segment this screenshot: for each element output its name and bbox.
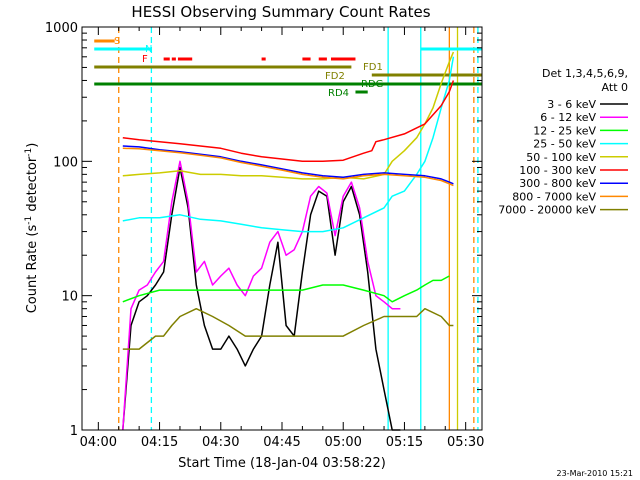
x-axis-ticks: 04:00 04:15 04:30 04:45 05:00 05:15 05:30: [80, 27, 484, 450]
series-line-6: [122, 145, 454, 185]
flag-label-fd2: FD2: [325, 71, 345, 82]
legend-label-6: 300 - 800 keV: [519, 177, 596, 190]
legend-label-0: 3 - 6 keV: [547, 98, 596, 111]
y-tick-label-0: 1: [70, 424, 78, 439]
y-axis-label-rest: detector: [25, 156, 40, 216]
legend-label-8: 7000 - 20000 keV: [498, 204, 596, 217]
y-axis-label: Count Rate (s-1 detector-1): [24, 143, 40, 314]
legend-header-line-1: Det 1,3,4,5,6,9,: [542, 67, 628, 80]
vertical-markers: [118, 27, 479, 430]
y-tick-label-2: 100: [53, 155, 78, 170]
series-lines: [122, 51, 455, 431]
flag-label-rdg: RDG: [361, 79, 383, 90]
x-tick-label-2: 04:30: [202, 435, 239, 450]
flag-label-fd1: FD1: [363, 62, 383, 73]
legend-label-3: 25 - 50 keV: [533, 138, 596, 151]
plot-frame: [81, 26, 483, 431]
legend-label-7: 800 - 7000 keV: [512, 190, 596, 203]
flag-label-n: N: [145, 44, 152, 55]
series-line-8: [122, 307, 454, 350]
flag-label-f: F: [142, 54, 148, 65]
y-tick-label-3: 1000: [45, 21, 78, 36]
y-axis-label-sup: -1: [24, 216, 34, 225]
x-tick-label-0: 04:00: [80, 435, 117, 450]
series-line-3: [122, 56, 455, 233]
flag-bars: S NF FD1 FD2 RDG RD4: [94, 36, 482, 99]
y-axis-label-sup2: -1: [24, 148, 34, 157]
legend-header-line-2: Att 0: [602, 81, 628, 94]
x-tick-label-4: 05:00: [324, 435, 361, 450]
flag-label-rd4: RD4: [328, 88, 349, 99]
series-line-7: [122, 147, 454, 187]
legend-label-4: 50 - 100 keV: [526, 151, 596, 164]
x-tick-label-1: 04:15: [141, 435, 178, 450]
series-line-5: [122, 80, 455, 163]
legend-label-2: 12 - 25 keV: [533, 124, 596, 137]
y-tick-label-1: 10: [61, 290, 78, 305]
x-tick-label-3: 04:45: [263, 435, 300, 450]
legend-label-5: 100 - 300 keV: [519, 164, 596, 177]
series-line-1: [122, 160, 401, 431]
x-tick-label-6: 05:30: [447, 435, 484, 450]
flag-label-s: S: [114, 36, 120, 47]
series-line-2: [122, 275, 450, 303]
y-axis-ticks: 1 10 100 1000: [45, 21, 482, 439]
x-axis-label: Start Time (18-Jan-04 03:58:22): [178, 456, 386, 471]
x-tick-label-5: 05:15: [386, 435, 423, 450]
legend-label-1: 6 - 12 keV: [540, 111, 596, 124]
generated-timestamp: 23-Mar-2010 15:21: [557, 469, 634, 478]
y-axis-label-main: Count Rate (s: [25, 225, 40, 314]
y-axis-label-close: ): [25, 143, 40, 148]
chart-title: HESSI Observing Summary Count Rates: [131, 3, 430, 21]
